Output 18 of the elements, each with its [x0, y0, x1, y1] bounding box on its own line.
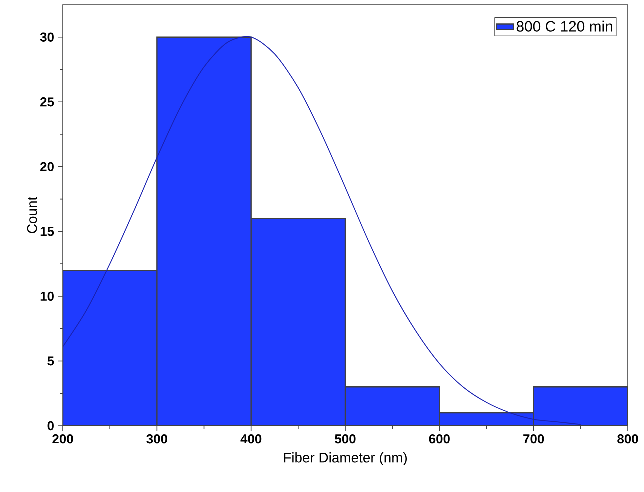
- y-tick-label: 30: [40, 32, 54, 42]
- x-tick-label: 700: [524, 434, 544, 444]
- y-axis-title: Count: [27, 196, 38, 234]
- x-tick-label: 300: [146, 434, 168, 444]
- y-tick-label: 20: [40, 162, 54, 172]
- line-series: [63, 36, 582, 426]
- y-tick-label: 0: [48, 421, 54, 431]
- y-tick-label: 10: [40, 292, 54, 302]
- y-tick-label: 15: [40, 227, 54, 236]
- x-axis-title: Fiber Diameter (nm): [284, 452, 408, 466]
- x-tick-label: 500: [335, 434, 356, 444]
- x-tick-label: 800: [618, 434, 638, 444]
- y-tick-label: 25: [40, 98, 54, 107]
- y-tick-label: 5: [48, 356, 54, 366]
- x-tick-label: 600: [429, 434, 450, 444]
- x-tick-label: 200: [52, 434, 74, 444]
- x-tick-label: 400: [240, 434, 262, 444]
- legend-label: 800 C 120 min: [516, 20, 612, 32]
